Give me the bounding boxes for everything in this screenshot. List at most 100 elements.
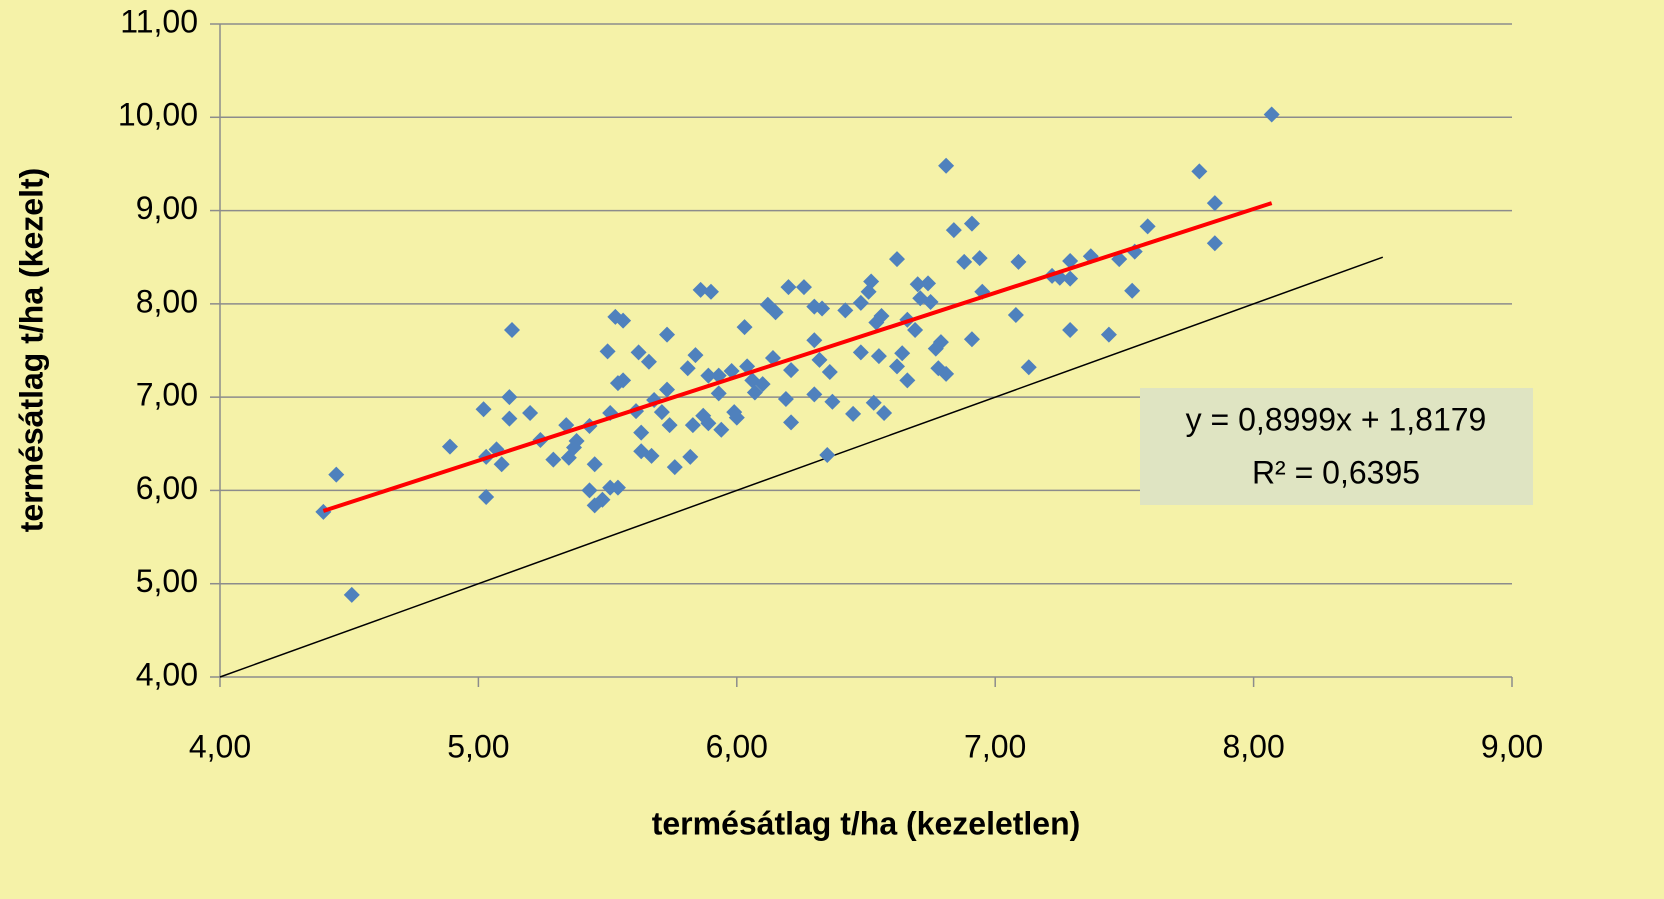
trendline [322, 201, 1273, 513]
data-point [643, 447, 660, 464]
data-point [932, 334, 949, 351]
x-tick-label: 7,00 [964, 728, 1026, 764]
data-point [710, 385, 727, 402]
x-tick-label: 9,00 [1481, 728, 1543, 764]
data-point [811, 351, 828, 368]
data-point [824, 393, 841, 410]
data-point [1100, 326, 1117, 343]
data-point [594, 491, 611, 508]
data-point [907, 321, 924, 338]
data-point [1206, 235, 1223, 252]
data-point [475, 401, 492, 418]
data-point [615, 312, 632, 329]
data-point [780, 279, 797, 296]
data-point [692, 281, 709, 298]
data-point [837, 302, 854, 319]
y-axis-title: termésátlag t/ha (kezelt) [13, 168, 49, 533]
x-tick-label: 8,00 [1222, 728, 1284, 764]
data-point [1062, 270, 1079, 287]
data-point [328, 466, 345, 483]
data-point [852, 344, 869, 361]
data-point [899, 372, 916, 389]
data-point [666, 459, 683, 476]
data-point [493, 456, 510, 473]
data-point [863, 273, 880, 290]
data-point [873, 307, 890, 324]
data-point [661, 417, 678, 434]
data-point [581, 482, 598, 499]
data-point [1062, 252, 1079, 269]
y-tick-label: 8,00 [136, 283, 198, 319]
data-point [599, 343, 616, 360]
x-tick-label: 4,00 [189, 728, 251, 764]
data-point [659, 381, 676, 398]
data-point [938, 157, 955, 174]
annotation-box [1140, 388, 1533, 505]
y-tick-label: 6,00 [136, 470, 198, 506]
data-point [1124, 282, 1141, 299]
x-tick-label: 6,00 [706, 728, 768, 764]
data-point [586, 456, 603, 473]
data-point [609, 479, 626, 496]
reference-line [219, 256, 1384, 678]
data-point [615, 372, 632, 389]
data-point [1020, 359, 1037, 376]
data-point [806, 386, 823, 403]
data-point [501, 389, 518, 406]
data-point [501, 410, 518, 427]
data-point [700, 415, 717, 432]
data-point [920, 275, 937, 292]
data-point [806, 332, 823, 349]
data-point [522, 405, 539, 422]
data-point [938, 365, 955, 382]
data-point [821, 363, 838, 380]
data-point [777, 391, 794, 408]
data-point [684, 417, 701, 434]
data-point [1007, 307, 1024, 324]
y-tick-label: 11,00 [120, 3, 198, 39]
equation: y = 0,8999x + 1,8179 [1186, 401, 1487, 437]
data-point [1062, 321, 1079, 338]
data-point [865, 394, 882, 411]
data-point [876, 405, 893, 422]
data-point [682, 448, 699, 465]
data-point [909, 276, 926, 293]
data-point [713, 421, 730, 438]
data-point [894, 345, 911, 362]
data-point [728, 409, 745, 426]
data-point [767, 304, 784, 321]
r-squared: R² = 0,6395 [1252, 454, 1420, 490]
data-point [795, 279, 812, 296]
data-point [971, 250, 988, 267]
data-point [945, 222, 962, 239]
data-point [566, 439, 583, 456]
data-point [545, 451, 562, 468]
data-point [659, 326, 676, 343]
data-point [889, 251, 906, 268]
y-tick-label: 10,00 [118, 97, 198, 133]
y-tick-label: 7,00 [136, 377, 198, 413]
data-point [852, 294, 869, 311]
y-tick-label: 9,00 [136, 190, 198, 226]
data-point [503, 321, 520, 338]
data-point [1191, 163, 1208, 180]
y-tick-label: 5,00 [136, 563, 198, 599]
data-point [922, 293, 939, 310]
data-point [687, 347, 704, 364]
data-point [819, 446, 836, 463]
data-point [870, 348, 887, 365]
data-point [441, 438, 458, 455]
data-point [700, 367, 717, 384]
data-point [633, 424, 650, 441]
data-point [746, 384, 763, 401]
data-point [343, 586, 360, 603]
data-point [956, 253, 973, 270]
x-axis-title: termésátlag t/ha (kezeletlen) [652, 805, 1081, 841]
data-point [754, 376, 771, 393]
data-point [478, 488, 495, 505]
data-point [702, 283, 719, 300]
x-tick-label: 5,00 [447, 728, 509, 764]
data-point [845, 405, 862, 422]
y-tick-label: 4,00 [136, 656, 198, 692]
